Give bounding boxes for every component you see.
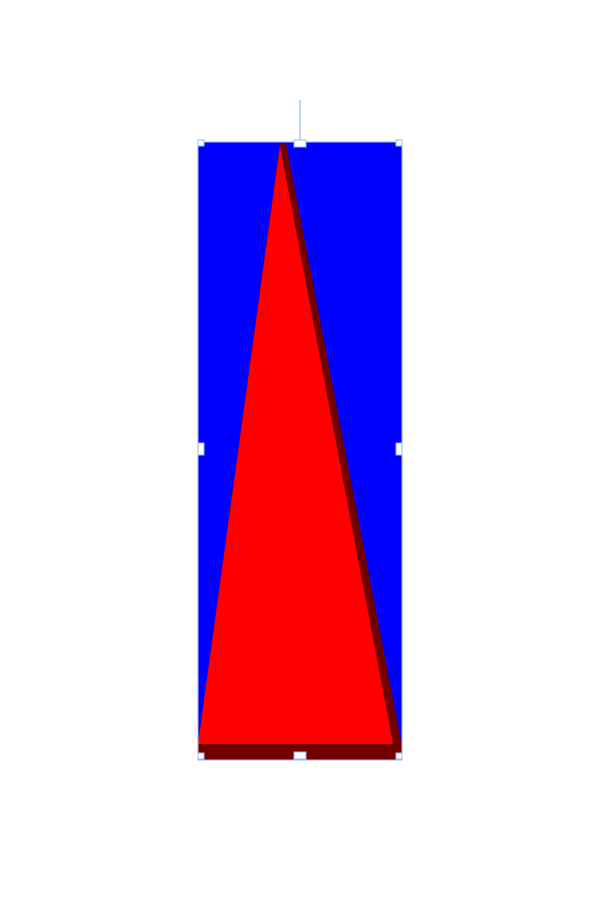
resize-handle-bottom-left[interactable] (197, 752, 205, 760)
resize-handle-middle-left[interactable] (197, 442, 205, 456)
resize-handle-top-left[interactable] (197, 139, 205, 147)
resize-handle-bottom-center[interactable] (293, 751, 307, 760)
selected-shape-group[interactable] (198, 142, 402, 760)
resize-handle-bottom-right[interactable] (395, 752, 403, 760)
selection-overlay (197, 100, 403, 761)
resize-handle-top-center[interactable] (293, 139, 307, 148)
red-triangle[interactable] (198, 146, 393, 744)
resize-handle-top-right[interactable] (395, 139, 403, 147)
resize-handle-middle-right[interactable] (395, 442, 403, 456)
